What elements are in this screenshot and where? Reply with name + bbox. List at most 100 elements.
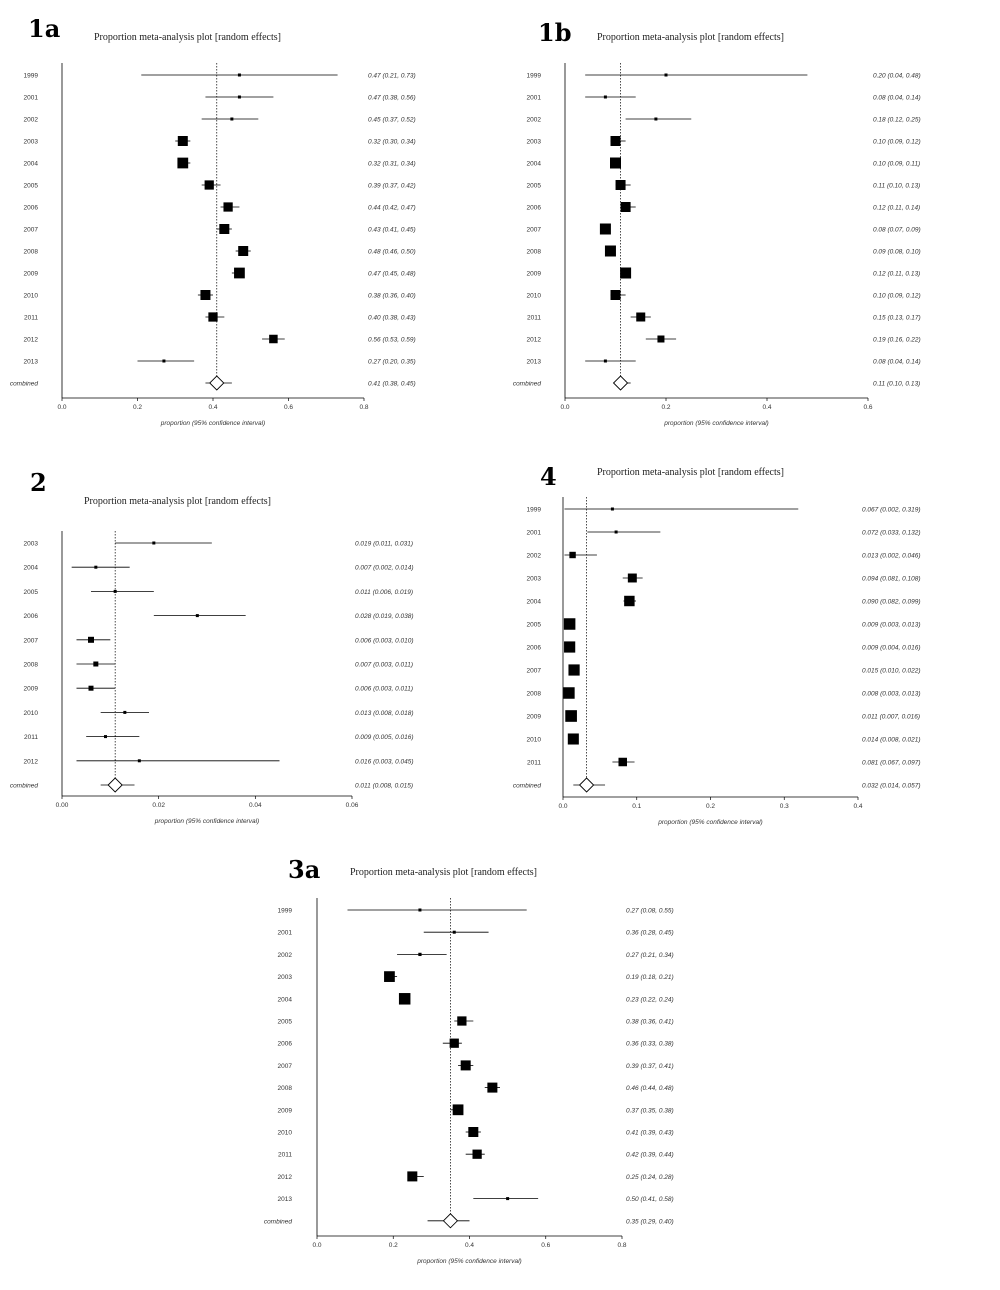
row-ci-text-1a: 0.45 (0.37, 0.52): [368, 117, 416, 124]
row-label-1b: 2012: [527, 337, 542, 344]
estimate-box-1b: [664, 73, 668, 77]
row-ci-text-4: 0.090 (0.082, 0.099): [862, 599, 921, 606]
row-label-1b: 2011: [527, 315, 541, 322]
x-tick-label-3a: 0.4: [465, 1242, 474, 1249]
row-label-1a: 1999: [24, 73, 39, 80]
estimate-box-1a: [177, 157, 189, 169]
row-label-1a: 2012: [24, 337, 39, 344]
row-label-1a: 2006: [24, 205, 39, 212]
row-ci-text-4: 0.094 (0.081, 0.108): [862, 576, 921, 583]
estimate-box-3a: [418, 952, 422, 957]
row-ci-text-3a: 0.37 (0.35, 0.38): [626, 1107, 674, 1114]
row-label-1a: 2007: [24, 227, 39, 234]
row-label-3a: 2002: [278, 952, 293, 959]
estimate-box-1a: [219, 224, 230, 234]
estimate-box-4: [565, 710, 577, 722]
x-tick-label-4: 0.1: [632, 803, 641, 810]
row-ci-text-1a: 0.43 (0.41, 0.45): [368, 227, 416, 234]
estimate-box-1b: [610, 136, 621, 146]
row-label-4: 2003: [527, 576, 542, 583]
row-ci-text-1b: 0.08 (0.07, 0.09): [873, 227, 921, 234]
estimate-box-2: [104, 735, 107, 739]
row-label-3a: 2012: [278, 1174, 293, 1181]
estimate-box-3a: [407, 1171, 418, 1182]
row-ci-text-2: 0.016 (0.003, 0.045): [355, 758, 414, 765]
row-ci-text-4: 0.009 (0.004, 0.016): [862, 645, 921, 652]
panel-title-1b: Proportion meta-analysis plot [random ef…: [597, 32, 784, 43]
x-tick-label-2: 0.06: [346, 802, 359, 809]
estimate-box-1b: [654, 117, 658, 121]
row-label-3a: 2001: [278, 930, 293, 937]
row-label-2: 2011: [24, 734, 38, 741]
row-label-1b: 2010: [527, 293, 542, 300]
row-ci-text-1a: 0.39 (0.37, 0.42): [368, 183, 416, 190]
row-ci-text-4: 0.081 (0.067, 0.097): [862, 760, 921, 767]
estimate-box-1a: [177, 136, 188, 146]
estimate-box-1a: [162, 359, 166, 363]
row-label-4: 2008: [527, 691, 542, 698]
estimate-box-1b: [603, 359, 607, 363]
estimate-box-3a: [452, 930, 456, 934]
row-ci-text-1b: 0.15 (0.13, 0.17): [873, 315, 921, 322]
row-ci-text-3a: 0.35 (0.29, 0.40): [626, 1218, 674, 1225]
row-label-4: 2006: [527, 645, 542, 652]
row-label-3a: 1999: [278, 908, 293, 915]
row-label-3a: 2013: [278, 1196, 293, 1203]
x-tick-label-1b: 0.2: [661, 404, 670, 411]
estimate-box-1a: [230, 117, 234, 121]
estimate-box-1a: [204, 180, 214, 190]
row-ci-text-1a: 0.47 (0.45, 0.48): [368, 271, 416, 278]
estimate-box-3a: [449, 1038, 459, 1048]
row-label-4: 2002: [527, 553, 542, 560]
row-ci-text-2: 0.009 (0.005, 0.016): [355, 734, 414, 741]
row-ci-text-1b: 0.09 (0.08, 0.10): [873, 249, 921, 256]
row-label-3a: 2009: [278, 1107, 293, 1114]
row-ci-text-3a: 0.36 (0.33, 0.38): [626, 1041, 674, 1048]
row-ci-text-1b: 0.12 (0.11, 0.13): [873, 271, 920, 278]
estimate-box-1b: [615, 180, 626, 190]
estimate-box-2: [137, 759, 141, 763]
estimate-box-4: [569, 551, 576, 559]
row-ci-text-4: 0.013 (0.002, 0.046): [862, 553, 921, 560]
row-ci-text-1b: 0.19 (0.16, 0.22): [873, 337, 921, 344]
row-label-1b: 2009: [527, 271, 542, 278]
row-ci-text-3a: 0.23 (0.22, 0.24): [626, 996, 674, 1003]
row-label-1b: 2006: [527, 205, 542, 212]
estimate-box-4: [568, 664, 580, 676]
row-label-1a: 2005: [24, 183, 39, 190]
row-ci-text-1a: 0.48 (0.46, 0.50): [368, 249, 416, 256]
row-label-1a: 2009: [24, 271, 39, 278]
row-label-2: 2005: [24, 589, 39, 596]
pooled-diamond-1b: [612, 375, 629, 391]
row-label-1b: combined: [513, 381, 542, 388]
x-axis-label-3a: proportion (95% confidence interval): [416, 1258, 521, 1265]
row-label-3a: 2011: [278, 1152, 292, 1159]
estimate-box-2: [88, 685, 94, 691]
row-label-4: 2005: [527, 622, 542, 629]
row-label-4: 2010: [527, 737, 542, 744]
row-label-3a: 2007: [278, 1063, 293, 1070]
x-tick-label-2: 0.04: [249, 802, 262, 809]
estimate-box-4: [567, 733, 579, 745]
estimate-box-1a: [238, 246, 249, 256]
row-label-1a: combined: [10, 381, 39, 388]
x-tick-label-1a: 0.2: [133, 404, 142, 411]
estimate-box-4: [563, 618, 576, 630]
row-ci-text-3a: 0.50 (0.41, 0.58): [626, 1196, 674, 1203]
row-ci-text-4: 0.008 (0.003, 0.013): [862, 691, 921, 698]
row-ci-text-2: 0.011 (0.006, 0.019): [355, 589, 413, 596]
estimate-box-3a: [457, 1016, 467, 1026]
x-tick-label-3a: 0.6: [541, 1242, 550, 1249]
row-ci-text-1b: 0.10 (0.09, 0.12): [873, 293, 921, 300]
x-tick-label-3a: 0.8: [617, 1242, 626, 1249]
panel-title-4: Proportion meta-analysis plot [random ef…: [597, 467, 784, 478]
row-ci-text-4: 0.032 (0.014, 0.057): [862, 783, 921, 790]
estimate-box-1b: [610, 290, 621, 300]
pooled-diamond-2: [107, 777, 123, 793]
estimate-box-2: [152, 541, 156, 545]
row-ci-text-3a: 0.38 (0.36, 0.41): [626, 1019, 674, 1026]
row-label-2: combined: [10, 783, 39, 790]
estimate-box-1b: [599, 223, 611, 235]
row-ci-text-4: 0.011 (0.007, 0.016): [862, 714, 920, 721]
x-tick-label-1b: 0.6: [863, 404, 872, 411]
